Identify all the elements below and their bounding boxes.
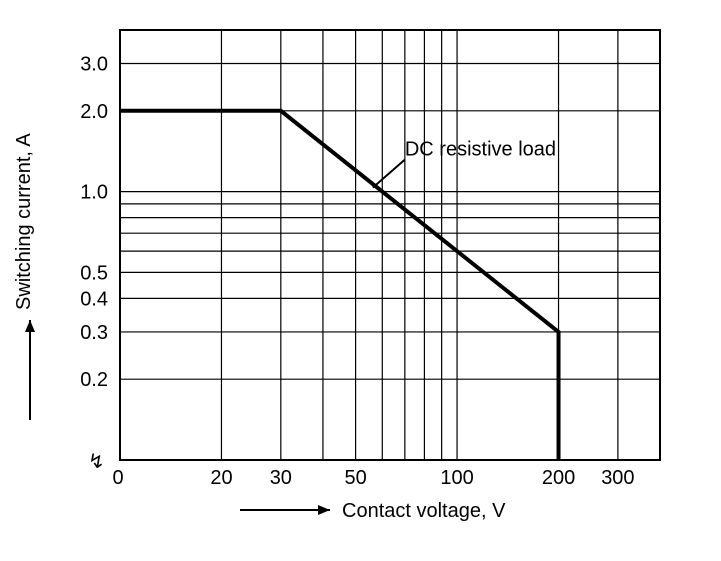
y-tick-label: 0.5: [80, 262, 108, 284]
x-tick-label: 50: [344, 467, 366, 489]
y-tick-label: 0.2: [80, 369, 108, 391]
x-tick-label: 300: [601, 467, 634, 489]
y-tick-label: 3.0: [80, 54, 108, 76]
chart-svg: DC resistive load 20 30 50 100 200 300 0 0.2 0.3 0…: [0, 0, 721, 561]
x-tick-label: 30: [270, 467, 292, 489]
x-axis-label: Contact voltage, V: [342, 500, 506, 522]
switching-current-vs-contact-voltage-chart: DC resistive load 20 30 50 100 200 300 0 0.2 0.3 0…: [0, 0, 721, 561]
y-tick-label: 0.3: [80, 322, 108, 344]
y-axis-label: Switching current, A: [13, 133, 35, 310]
series-label: DC resistive load: [405, 139, 556, 161]
x-tick-label: 200: [542, 467, 575, 489]
y-tick-label: 2.0: [80, 101, 108, 123]
y-tick-label: 1.0: [80, 182, 108, 204]
origin-break-icon: ↯: [88, 451, 105, 473]
x-tick-label: 100: [440, 467, 473, 489]
y-tick-label: 0.4: [80, 288, 108, 310]
x-tick-label: 20: [210, 467, 232, 489]
x-origin-label: 0: [112, 467, 123, 489]
